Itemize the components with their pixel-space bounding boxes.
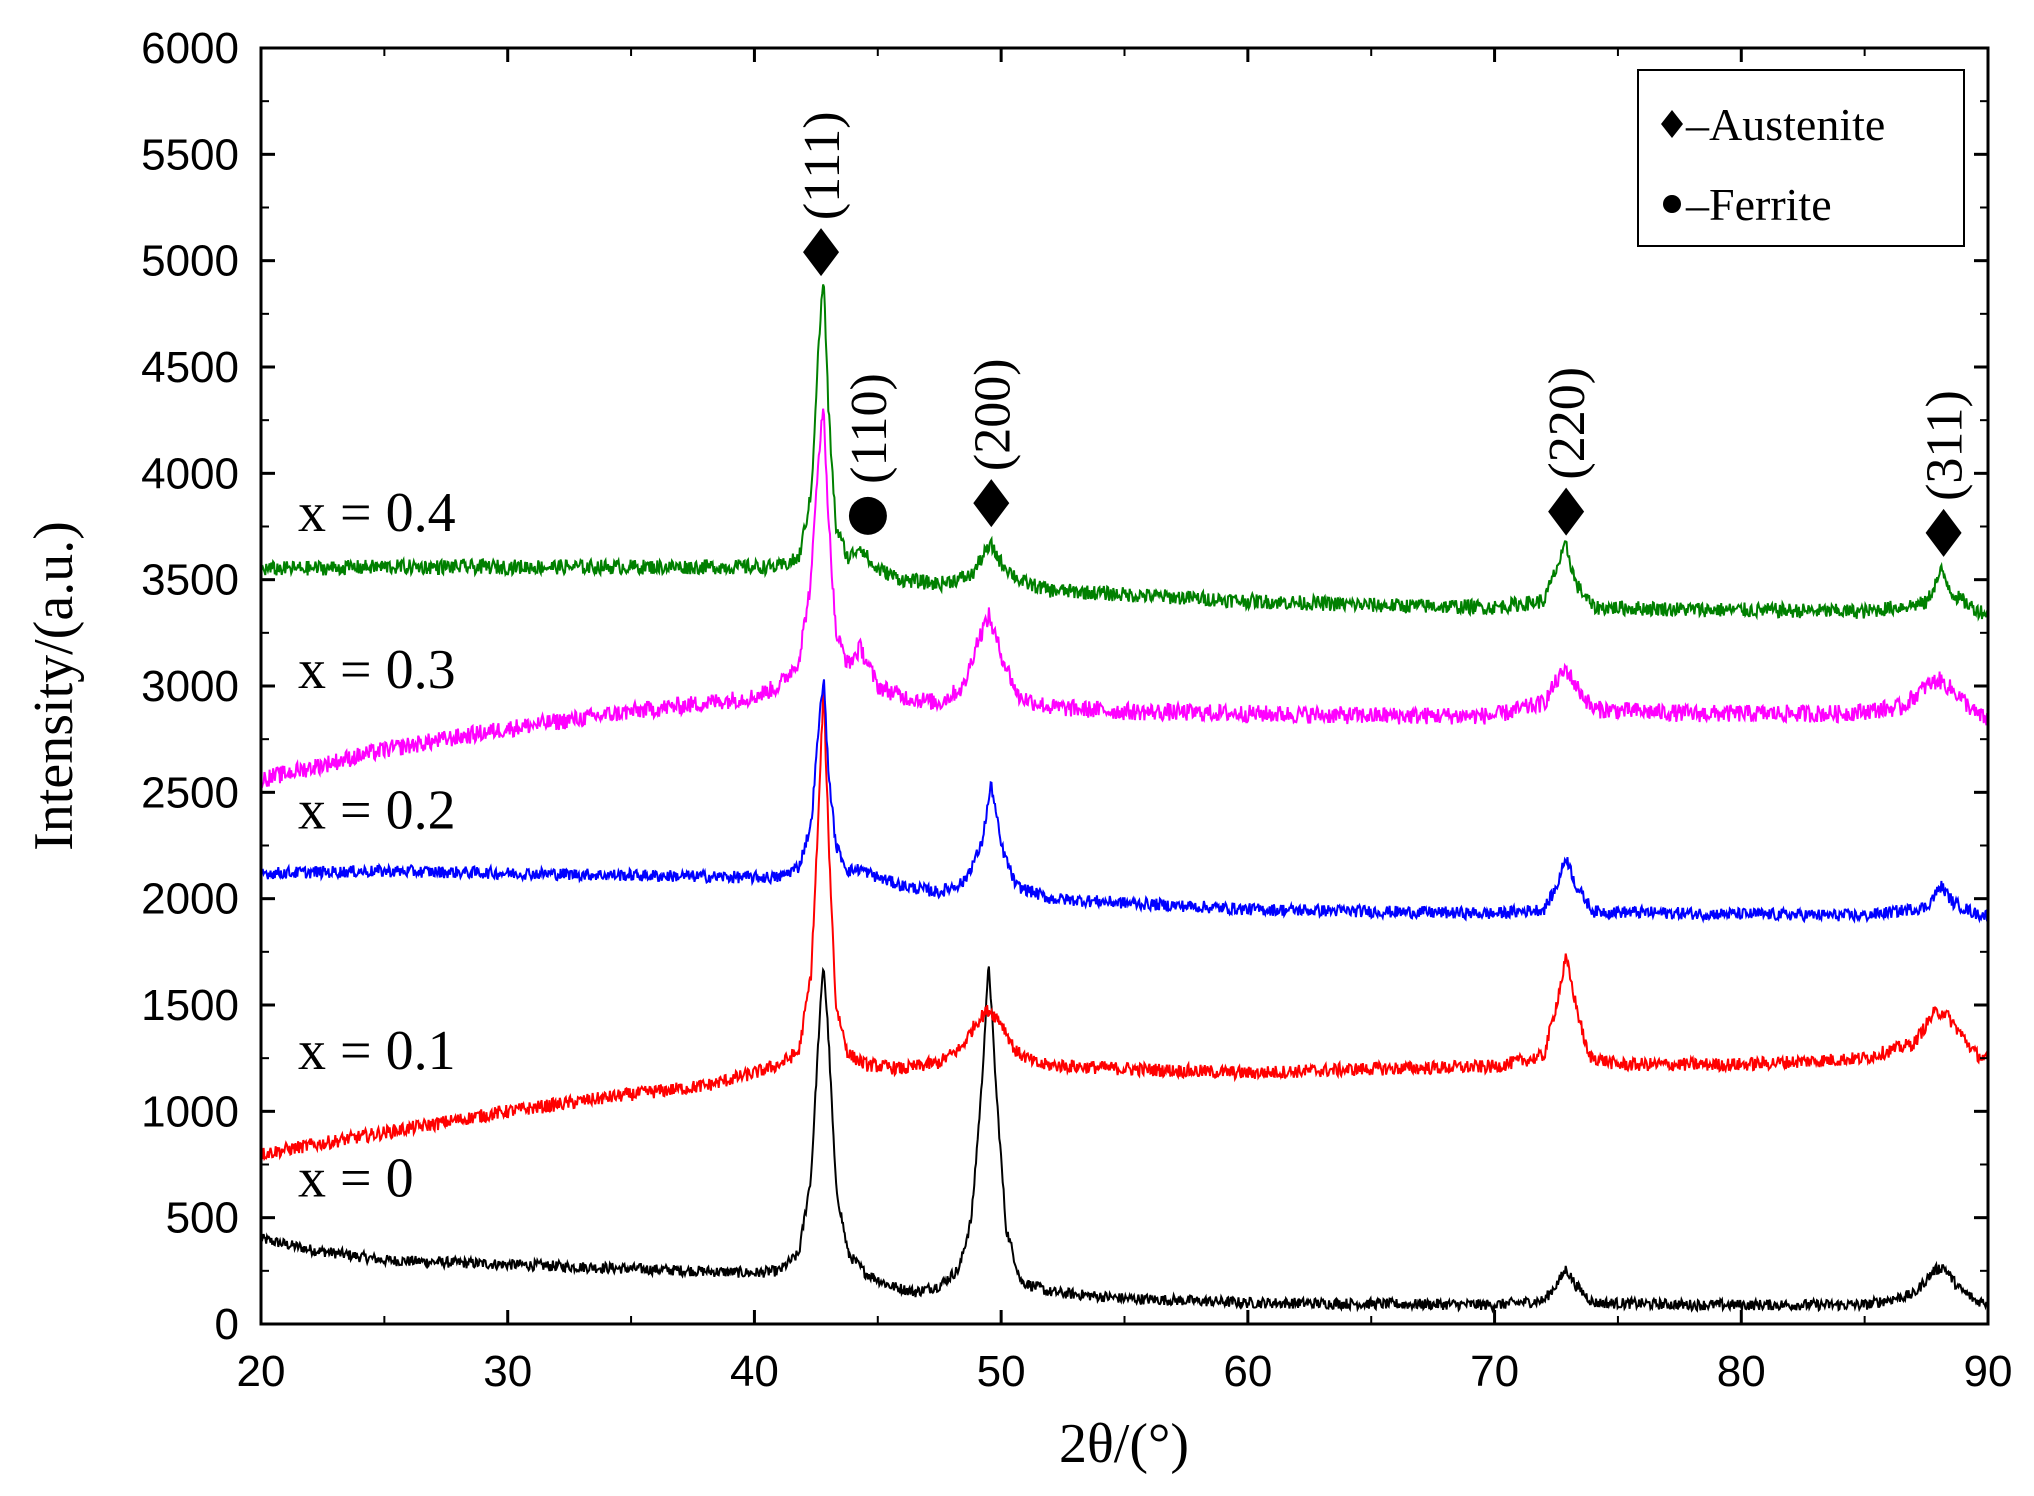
legend-label: –Austenite [1685, 99, 1885, 150]
peak-label: (311) [1917, 390, 1974, 501]
x-tick-label: 50 [977, 1347, 1026, 1396]
x-axis-title: 2θ/(°) [1059, 1413, 1189, 1475]
series-line-3 [260, 408, 1989, 788]
label-layer: x = 0 x = 0.1 x = 0.2 x = 0.3 x = 0.4 [298, 482, 456, 1210]
y-tick-label: 500 [166, 1194, 239, 1243]
series-layer [260, 284, 1989, 1314]
y-tick-label: 4000 [141, 449, 239, 498]
peak-label: (111) [794, 111, 851, 220]
y-tick-label: 3500 [141, 556, 239, 605]
legend-label: –Ferrite [1685, 179, 1832, 230]
peak-label: (110) [841, 373, 898, 484]
x-tick-label: 30 [483, 1347, 532, 1396]
x-tick-label: 70 [1470, 1347, 1519, 1396]
y-tick-label: 0 [215, 1300, 239, 1349]
series-line-0 [260, 966, 1989, 1314]
series-line-2 [260, 679, 1989, 924]
y-tick-label: 2500 [141, 768, 239, 817]
annotation-layer: (111) (110) (200) (220) (311) [794, 111, 1974, 557]
y-tick-label: 1000 [141, 1087, 239, 1136]
x-tick-label: 20 [237, 1347, 286, 1396]
y-axis-title: Intensity/(a.u.) [23, 521, 85, 851]
ferrite-peak-marker [848, 496, 887, 535]
x-tick-label: 90 [1964, 1347, 2013, 1396]
y-tick-label: 6000 [141, 24, 239, 73]
series-line-1 [260, 691, 1989, 1162]
legend-box [1637, 69, 1965, 247]
austenite-peak-marker [803, 228, 840, 277]
y-tick-label: 1500 [141, 981, 239, 1030]
peak-label: (220) [1539, 367, 1596, 480]
series-label: x = 0 [298, 1147, 414, 1209]
y-tick-label: 2000 [141, 875, 239, 924]
x-tick-label: 80 [1717, 1347, 1766, 1396]
y-tick-label: 5500 [141, 130, 239, 179]
legend-circle-icon [1663, 195, 1681, 213]
legend-diamond-icon [1661, 110, 1683, 138]
austenite-peak-marker [1548, 487, 1585, 536]
series-label: x = 0.2 [298, 779, 456, 841]
y-tick-label: 3000 [141, 662, 239, 711]
austenite-peak-marker [973, 479, 1010, 528]
series-label: x = 0.4 [298, 482, 456, 544]
x-tick-label: 60 [1223, 1347, 1272, 1396]
x-tick-label: 40 [730, 1347, 779, 1396]
series-label: x = 0.3 [298, 639, 456, 701]
tick-layer: 20 30 40 50 60 70 80 90 0 500 1000 1500 2000 2500 3000… [141, 24, 2012, 1396]
y-tick-label: 4500 [141, 343, 239, 392]
legend: –Austenite –Ferrite [1637, 69, 1965, 247]
series-line-4 [260, 284, 1989, 622]
peak-label: (200) [964, 358, 1021, 471]
y-tick-label: 5000 [141, 237, 239, 286]
austenite-peak-marker [1925, 508, 1962, 557]
series-label: x = 0.1 [298, 1020, 456, 1082]
